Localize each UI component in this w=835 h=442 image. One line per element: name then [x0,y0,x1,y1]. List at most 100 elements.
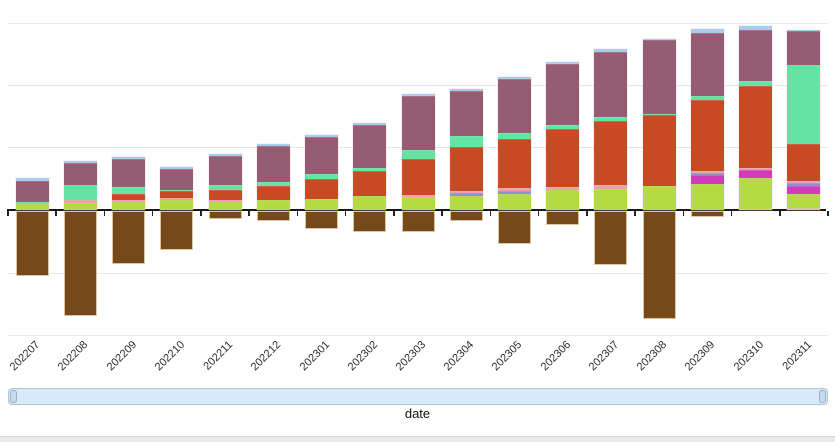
bar-segment-pink[interactable] [546,186,580,190]
bar-segment-magenta[interactable] [690,175,724,184]
bar-segment-yellow-green[interactable] [690,183,724,210]
bar-segment-orange-red[interactable] [401,158,435,195]
scrollbar-left-handle-icon[interactable] [10,390,17,403]
bar-segment-yellow-green[interactable] [497,193,531,210]
bar-segment-mint-green[interactable] [787,65,821,144]
bar-segment-brown-negative[interactable] [594,211,628,265]
bar-segment-orange-red[interactable] [739,86,773,168]
bar-segment-light-blue[interactable] [739,26,773,30]
bar-segment-brown-negative[interactable] [546,211,580,225]
bar-segment-pink[interactable] [208,200,242,202]
bar-segment-yellow-green[interactable] [305,198,339,210]
bar-segment-mint-green[interactable] [546,125,580,129]
bar-segment-brown-negative[interactable] [353,211,387,232]
bar-segment-pink[interactable] [63,199,97,203]
bar-segment-mint-green[interactable] [690,96,724,100]
bar-segment-yellow-green[interactable] [594,188,628,210]
bar-segment-mauve[interactable] [353,124,387,168]
bar-segment-pink[interactable] [739,167,773,170]
bar-segment-brown-negative[interactable] [305,211,339,229]
bar-segment-orange-red[interactable] [449,146,483,191]
bar-segment-mint-green[interactable] [112,187,146,194]
bar-segment-mauve[interactable] [739,29,773,81]
bar-segment-yellow-green[interactable] [15,204,49,210]
bar-segment-yellow-green[interactable] [353,196,387,210]
bar-segment-orange-red[interactable] [353,170,387,196]
bar-segment-mint-green[interactable] [160,190,194,191]
bar-segment-light-blue[interactable] [112,156,146,159]
bar-segment-light-blue[interactable] [690,29,724,33]
bar-segment-mint-green[interactable] [208,185,242,190]
bar-segment-mint-green[interactable] [353,167,387,171]
bar-segment-yellow-green[interactable] [642,186,676,210]
bar-segment-brown-negative[interactable] [449,211,483,221]
bar-segment-mauve[interactable] [160,169,194,190]
bar-segment-orange-red[interactable] [546,129,580,187]
bar-segment-light-blue[interactable] [497,76,531,79]
bar-segment-light-blue[interactable] [449,88,483,91]
bar-segment-brown-negative[interactable] [63,211,97,316]
bar-segment-orange-red[interactable] [305,178,339,199]
bar-segment-orange-red[interactable] [256,185,290,200]
bar-segment-light-blue[interactable] [787,29,821,31]
bar-segment-mauve[interactable] [256,145,290,182]
bar-segment-light-blue[interactable] [305,135,339,137]
bar-segment-brown-negative[interactable] [401,211,435,232]
bar-segment-pink[interactable] [449,190,483,193]
bar-segment-light-blue[interactable] [63,160,97,163]
bar-segment-light-blue[interactable] [256,143,290,146]
bar-segment-mauve[interactable] [305,137,339,174]
bar-segment-orange-red[interactable] [497,138,531,188]
bar-segment-pink[interactable] [497,187,531,191]
bar-segment-periwinkle[interactable] [497,191,531,194]
bar-segment-yellow-green[interactable] [256,199,290,210]
bar-segment-mauve[interactable] [546,63,580,125]
bar-segment-orange-red[interactable] [594,121,628,185]
bar-segment-yellow-green[interactable] [546,190,580,210]
bar-segment-periwinkle[interactable] [690,172,724,175]
bar-segment-pink[interactable] [401,194,435,197]
bar-segment-periwinkle[interactable] [449,193,483,196]
bar-segment-light-blue[interactable] [401,94,435,96]
bar-segment-orange-red[interactable] [787,143,821,181]
bar-segment-orange-red[interactable] [690,100,724,171]
bar-segment-magenta[interactable] [787,186,821,194]
bar-segment-yellow-green[interactable] [449,195,483,210]
bar-segment-mint-green[interactable] [497,132,531,139]
bar-segment-light-blue[interactable] [546,61,580,64]
bar-segment-pink[interactable] [787,180,821,183]
bar-segment-mint-green[interactable] [401,149,435,159]
bar-segment-orange-red[interactable] [112,194,146,200]
bar-segment-mint-green[interactable] [256,182,290,186]
bar-segment-mint-green[interactable] [305,173,339,179]
bar-segment-orange-red[interactable] [642,115,676,186]
bar-segment-brown-negative[interactable] [160,211,194,250]
bar-segment-mauve[interactable] [63,163,97,185]
bar-segment-light-blue[interactable] [642,38,676,40]
scrollbar-right-handle-icon[interactable] [819,390,826,403]
bar-segment-mint-green[interactable] [739,81,773,86]
date-range-scrollbar[interactable] [8,388,828,405]
bar-segment-mauve[interactable] [497,78,531,133]
bar-segment-brown-negative[interactable] [15,211,49,276]
bar-segment-mauve[interactable] [787,31,821,65]
bar-segment-brown-negative[interactable] [256,211,290,221]
bar-segment-yellow-green[interactable] [112,202,146,210]
bar-segment-yellow-green[interactable] [739,178,773,209]
bar-segment-mint-green[interactable] [63,184,97,200]
bar-segment-light-blue[interactable] [594,49,628,52]
bar-segment-mauve[interactable] [15,180,49,202]
bar-segment-brown-negative[interactable] [690,211,724,217]
bar-segment-mint-green[interactable] [642,113,676,115]
bar-segment-mauve[interactable] [690,32,724,96]
bar-segment-mauve[interactable] [594,51,628,117]
bar-segment-mint-green[interactable] [594,116,628,121]
bar-segment-pink[interactable] [160,197,194,200]
bar-segment-magenta[interactable] [739,170,773,178]
bar-segment-yellow-green[interactable] [787,193,821,208]
bar-segment-mauve[interactable] [449,90,483,136]
bar-segment-yellow-green[interactable] [160,200,194,210]
bar-segment-orange-red[interactable] [160,191,194,198]
bar-segment-periwinkle[interactable] [787,183,821,186]
bar-segment-yellow-green[interactable] [208,201,242,210]
